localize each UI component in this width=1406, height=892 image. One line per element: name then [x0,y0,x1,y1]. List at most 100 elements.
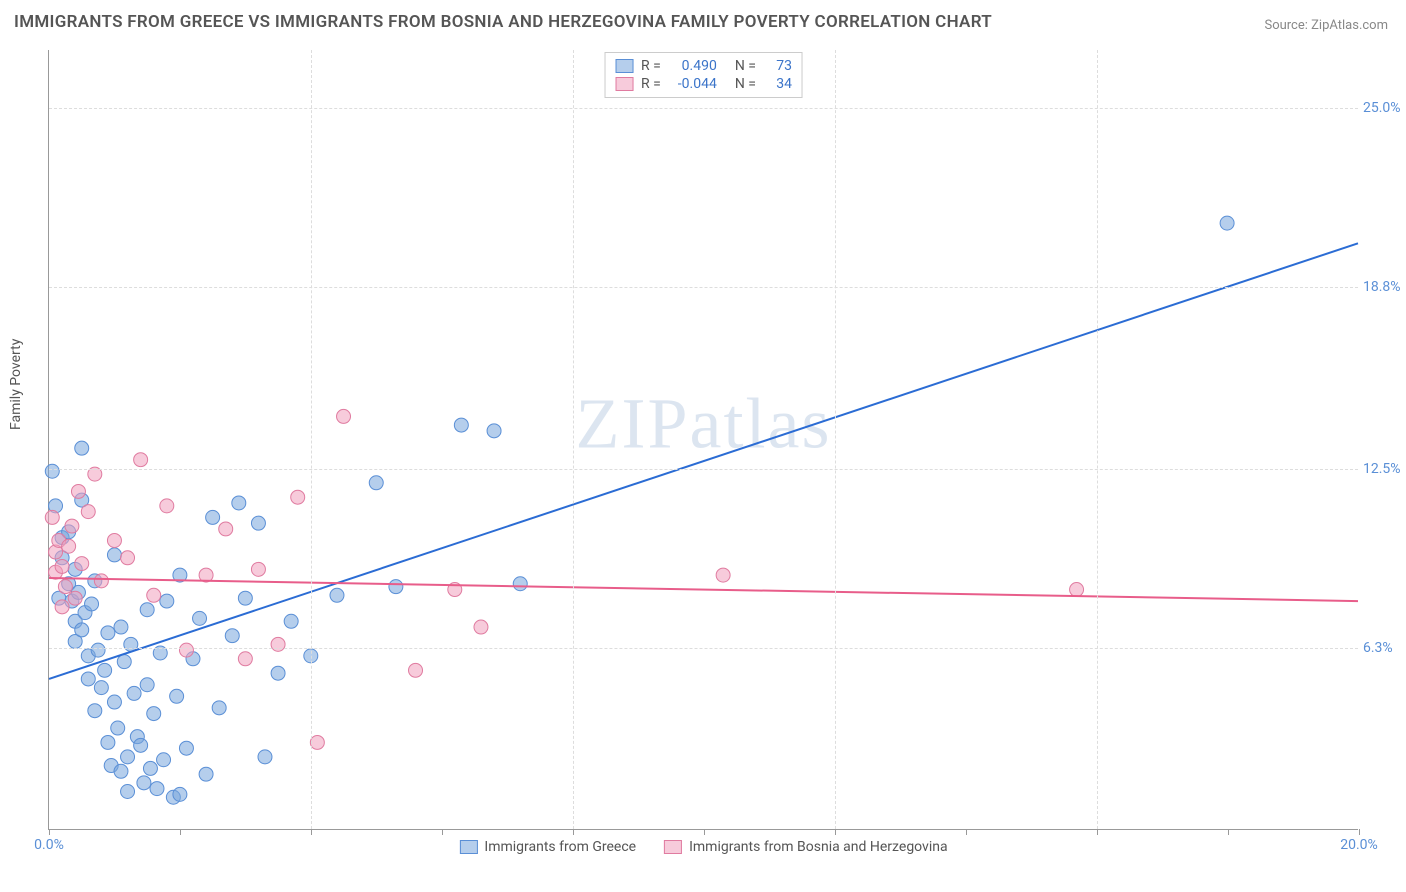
scatter-point-greece [121,750,135,764]
scatter-point-greece [487,424,501,438]
scatter-point-greece [101,735,115,749]
scatter-point-bosnia [147,588,161,602]
gridline-vertical [573,50,574,829]
scatter-point-greece [225,629,239,643]
scatter-point-bosnia [716,568,730,582]
scatter-point-bosnia [81,505,95,519]
legend-r-label: R = [641,58,661,74]
scatter-point-bosnia [474,620,488,634]
scatter-point-greece [81,672,95,686]
scatter-point-greece [238,591,252,605]
scatter-point-greece [193,611,207,625]
series-legend-item: Immigrants from Bosnia and Herzegovina [664,839,948,855]
scatter-point-bosnia [251,562,265,576]
scatter-point-greece [258,750,272,764]
y-tick-label: 12.5% [1363,461,1406,477]
scatter-point-greece [369,476,383,490]
scatter-point-bosnia [134,453,148,467]
scatter-point-greece [111,721,125,735]
x-tick-mark [180,829,181,835]
scatter-point-greece [75,623,89,637]
y-tick-label: 18.8% [1363,279,1406,295]
scatter-point-bosnia [1070,583,1084,597]
y-axis-label: Family Poverty [8,339,24,430]
legend-swatch [615,77,633,91]
chart-svg [49,50,1358,829]
scatter-point-greece [513,577,527,591]
scatter-point-greece [150,782,164,796]
scatter-point-bosnia [62,539,76,553]
legend-n-label: N = [735,76,756,92]
scatter-point-greece [140,678,154,692]
x-tick-mark [1097,829,1098,835]
y-tick-label: 6.3% [1363,640,1406,656]
correlation-legend-row: R = -0.044 N = 34 [615,75,792,93]
legend-swatch [459,840,477,854]
scatter-point-greece [160,594,174,608]
legend-swatch [615,59,633,73]
x-tick-label: 0.0% [34,837,64,853]
scatter-point-greece [157,753,171,767]
scatter-point-greece [114,620,128,634]
legend-r-value: 0.490 [669,58,717,74]
scatter-point-bosnia [45,510,59,524]
correlation-legend-row: R =0.490N =73 [615,57,792,75]
x-tick-mark [442,829,443,835]
gridline-horizontal [49,108,1358,109]
scatter-point-greece [284,614,298,628]
scatter-point-greece [170,689,184,703]
gridline-vertical [835,50,836,829]
chart-title: IMMIGRANTS FROM GREECE VS IMMIGRANTS FRO… [14,12,992,32]
scatter-point-greece [232,496,246,510]
scatter-point-greece [173,787,187,801]
scatter-point-greece [206,510,220,524]
legend-r-value: -0.044 [669,76,717,92]
scatter-point-greece [251,516,265,530]
series-legend-label: Immigrants from Greece [484,839,636,855]
scatter-point-bosnia [68,591,82,605]
scatter-point-greece [212,701,226,715]
series-legend-item: Immigrants from Greece [459,839,636,855]
scatter-point-bosnia [75,557,89,571]
scatter-point-bosnia [238,652,252,666]
scatter-point-greece [147,707,161,721]
scatter-point-greece [143,761,157,775]
plot-area: ZIPatlas R =0.490N =73R =-0.044N =34 Imm… [48,50,1358,830]
legend-r-label: R = [641,76,661,92]
gridline-horizontal [49,469,1358,470]
scatter-point-bosnia [55,559,69,573]
scatter-point-bosnia [55,600,69,614]
scatter-point-bosnia [409,663,423,677]
scatter-point-bosnia [310,735,324,749]
x-tick-mark [311,829,312,835]
scatter-point-greece [107,548,121,562]
scatter-point-greece [389,580,403,594]
legend-swatch [664,840,682,854]
series-legend: Immigrants from Greece Immigrants from Bo… [459,839,947,855]
x-tick-mark [1228,829,1229,835]
scatter-point-greece [85,597,99,611]
scatter-point-greece [117,655,131,669]
x-tick-mark [966,829,967,835]
scatter-point-greece [107,695,121,709]
scatter-point-bosnia [94,574,108,588]
gridline-vertical [1097,50,1098,829]
legend-n-value: 73 [764,58,792,74]
scatter-point-greece [330,588,344,602]
y-tick-label: 25.0% [1363,100,1406,116]
gridline-vertical [311,50,312,829]
gridline-horizontal [49,287,1358,288]
scatter-point-bosnia [291,490,305,504]
scatter-point-greece [1220,216,1234,230]
source-attribution: Source: ZipAtlas.com [1264,18,1388,33]
legend-n-value: 34 [764,76,792,92]
scatter-point-greece [114,764,128,778]
scatter-point-greece [271,666,285,680]
scatter-point-bosnia [179,643,193,657]
scatter-point-greece [121,785,135,799]
x-tick-mark [704,829,705,835]
x-tick-mark [1359,829,1360,835]
scatter-point-greece [94,681,108,695]
series-legend-label: Immigrants from Bosnia and Herzegovina [689,839,948,855]
scatter-point-greece [101,626,115,640]
